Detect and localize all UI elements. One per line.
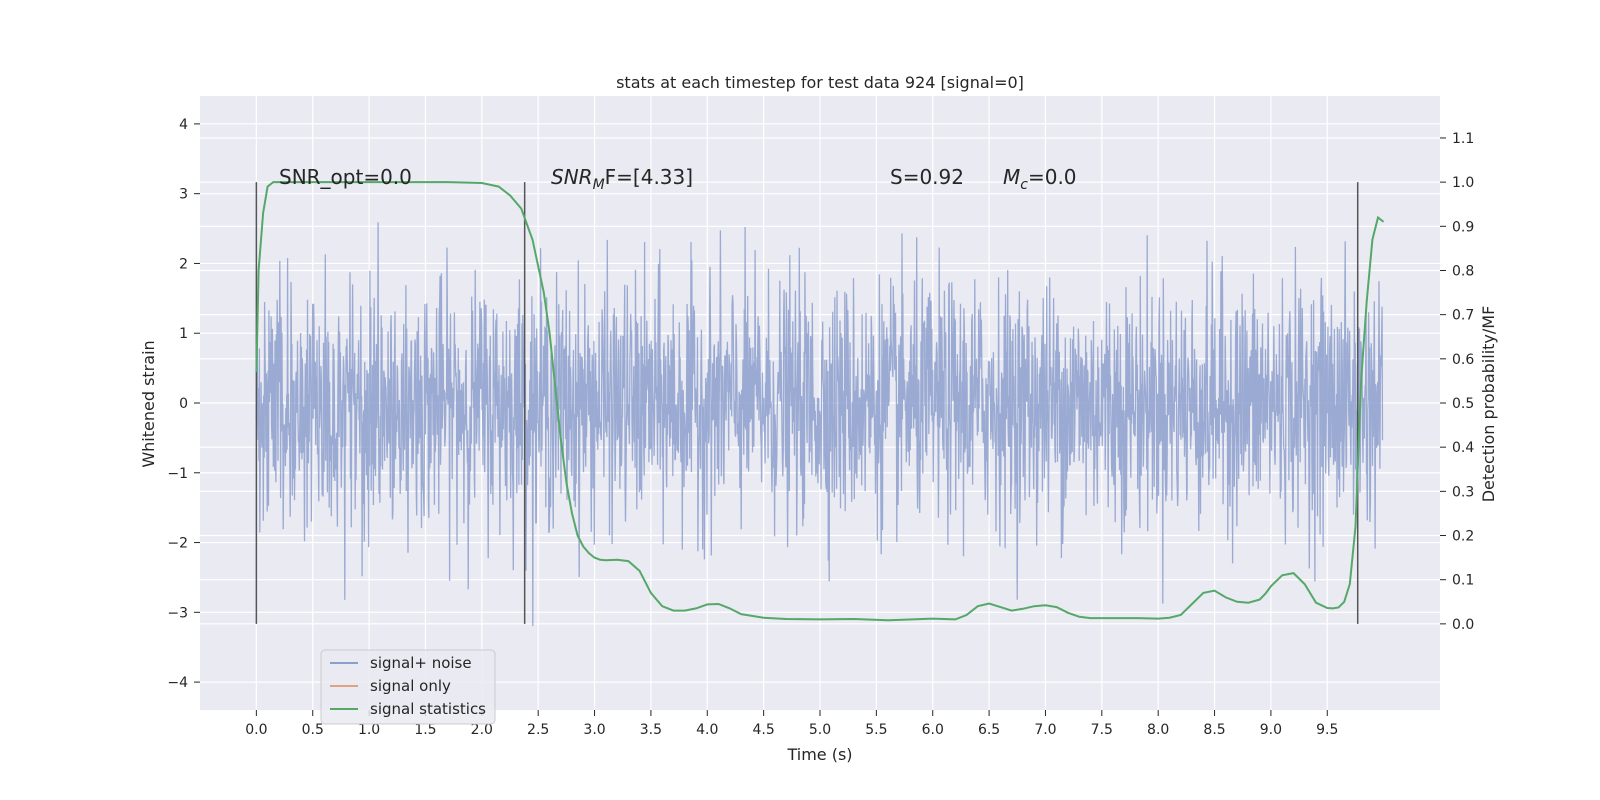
x-tick-label: 0.0 bbox=[245, 722, 267, 738]
x-tick-label: 3.0 bbox=[583, 722, 605, 738]
legend-label-stats: signal statistics bbox=[370, 700, 486, 718]
x-tick-label: 7.0 bbox=[1034, 722, 1056, 738]
vertical-markers bbox=[255, 182, 1359, 624]
y-tick-label: −2 bbox=[167, 536, 188, 552]
x-tick-label: 1.0 bbox=[358, 722, 380, 738]
y-right-tick-label: 0.3 bbox=[1452, 484, 1474, 500]
x-tick-label: 7.5 bbox=[1091, 722, 1113, 738]
legend-label-signal: signal only bbox=[370, 677, 451, 695]
x-axis-label: Time (s) bbox=[786, 745, 852, 764]
x-tick-label: 2.5 bbox=[527, 722, 549, 738]
snr-mf-main: SNR bbox=[551, 165, 593, 189]
x-tick-label: 6.5 bbox=[978, 722, 1000, 738]
mc-value: =0.0 bbox=[1028, 165, 1077, 189]
y-tick-label: 0 bbox=[179, 396, 188, 412]
y-axis-label: Whitened strain bbox=[139, 340, 158, 467]
y-right-tick-label: 1.0 bbox=[1452, 175, 1474, 191]
snr-opt-annotation: SNR_opt=0.0 bbox=[279, 165, 412, 189]
signal-noise-line bbox=[255, 222, 1384, 626]
chart-title: stats at each timestep for test data 924… bbox=[616, 73, 1024, 92]
x-tick-label: 1.5 bbox=[414, 722, 436, 738]
x-tick-label: 8.5 bbox=[1203, 722, 1225, 738]
signal-statistics-line bbox=[255, 181, 1385, 622]
snr-mf-annotation: SNRMF=[4.33] bbox=[551, 165, 693, 193]
y-right-tick-label: 0.5 bbox=[1452, 396, 1474, 412]
mc-main: M bbox=[1003, 165, 1020, 189]
x-tick-label: 0.5 bbox=[302, 722, 324, 738]
y-tick-label: 1 bbox=[179, 326, 188, 342]
x-tick-label: 5.0 bbox=[809, 722, 831, 738]
x-tick-label: 4.0 bbox=[696, 722, 718, 738]
legend: signal+ noise signal only signal statist… bbox=[320, 649, 496, 725]
y-right-tick-label: 0.6 bbox=[1452, 352, 1474, 368]
x-tick-label: 8.0 bbox=[1147, 722, 1169, 738]
y-right-tick-label: 0.0 bbox=[1452, 617, 1474, 633]
y-tick-label: −4 bbox=[167, 675, 188, 691]
noise-series bbox=[255, 222, 1384, 626]
y-right-tick-label: 0.8 bbox=[1452, 263, 1474, 279]
statistics-series bbox=[255, 181, 1385, 622]
snr-mf-value: F=[4.33] bbox=[605, 165, 693, 189]
x-tick-label: 9.0 bbox=[1260, 722, 1282, 738]
y-tick-label: 2 bbox=[179, 256, 188, 272]
y-tick-label: −1 bbox=[167, 466, 188, 482]
x-tick-label: 4.5 bbox=[753, 722, 775, 738]
y-tick-label: −3 bbox=[167, 605, 188, 621]
mc-subscript: c bbox=[1020, 177, 1028, 193]
s-stat-annotation: S=0.92 bbox=[890, 165, 964, 189]
x-tick-label: 2.0 bbox=[471, 722, 493, 738]
y-right-tick-label: 0.7 bbox=[1452, 308, 1474, 324]
x-tick-label: 9.5 bbox=[1316, 722, 1338, 738]
snr-mf-subscript: M bbox=[593, 177, 605, 193]
y-right-tick-label: 0.9 bbox=[1452, 219, 1474, 235]
y-tick-label: 4 bbox=[179, 117, 188, 133]
y-tick-label: 3 bbox=[179, 187, 188, 203]
x-tick-label: 6.0 bbox=[922, 722, 944, 738]
x-tick-label: 3.5 bbox=[640, 722, 662, 738]
y-right-tick-label: 0.1 bbox=[1452, 573, 1474, 589]
legend-box bbox=[320, 649, 496, 725]
y-axis-label-right: Detection probability/MF bbox=[1479, 306, 1498, 503]
y-right-tick-label: 1.1 bbox=[1452, 131, 1474, 147]
mc-annotation: Mc=0.0 bbox=[1003, 165, 1077, 193]
y-right-tick-label: 0.2 bbox=[1452, 529, 1474, 545]
legend-label-noise: signal+ noise bbox=[370, 654, 472, 672]
x-tick-label: 5.5 bbox=[865, 722, 887, 738]
axis-ticks: 0.0 0.5 1.0 1.5 2.0 2.5 3.0 3.5 4.0 4.5 5.0 5.5 6.0 6… bbox=[167, 117, 1474, 738]
y-right-tick-label: 0.4 bbox=[1452, 440, 1474, 456]
